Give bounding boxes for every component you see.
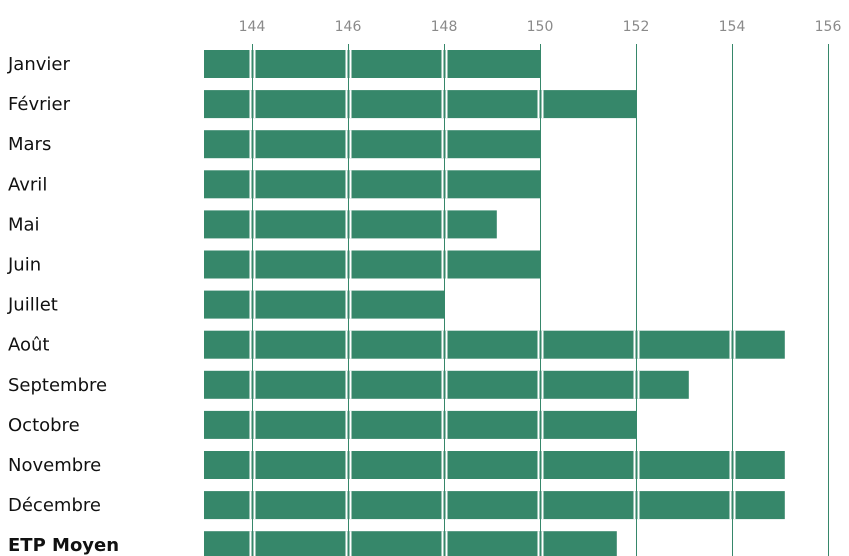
x-axis-ticks: 144 146 148 150 152 154 156: [239, 19, 842, 35]
category-label: Avril: [8, 174, 47, 195]
category-label: Octobre: [8, 415, 80, 436]
bar: [204, 491, 785, 520]
bar: [204, 90, 636, 119]
x-tick-label: 146: [335, 19, 362, 35]
bar: [204, 50, 540, 78]
bar: [204, 250, 540, 279]
category-label: ETP Moyen: [8, 535, 119, 556]
x-tick-label: 148: [431, 19, 458, 35]
bar: [204, 290, 444, 319]
category-labels: Janvier Février Mars Avril Mai Juin Juillet Aoû…: [7, 54, 119, 556]
bars: [204, 50, 785, 556]
bar: [204, 330, 785, 359]
category-label: Mars: [8, 134, 51, 155]
category-label: Février: [8, 94, 71, 115]
category-label: Janvier: [7, 54, 70, 75]
category-label: Mai: [8, 214, 40, 235]
gridlines: [249, 44, 829, 556]
category-label: Août: [8, 335, 49, 356]
x-tick-label: 144: [239, 19, 266, 35]
bar: [204, 170, 540, 199]
bar: [204, 531, 617, 556]
category-label: Juin: [7, 255, 41, 276]
bar: [204, 130, 540, 159]
x-tick-label: 150: [527, 19, 554, 35]
category-label: Novembre: [8, 455, 101, 476]
bar: [204, 451, 785, 479]
category-label: Décembre: [8, 495, 101, 516]
x-tick-label: 152: [623, 19, 650, 35]
x-tick-label: 156: [815, 19, 842, 35]
x-tick-label: 154: [719, 19, 746, 35]
category-label: Septembre: [8, 375, 107, 396]
bar: [204, 410, 636, 439]
category-label: Juillet: [7, 295, 58, 316]
